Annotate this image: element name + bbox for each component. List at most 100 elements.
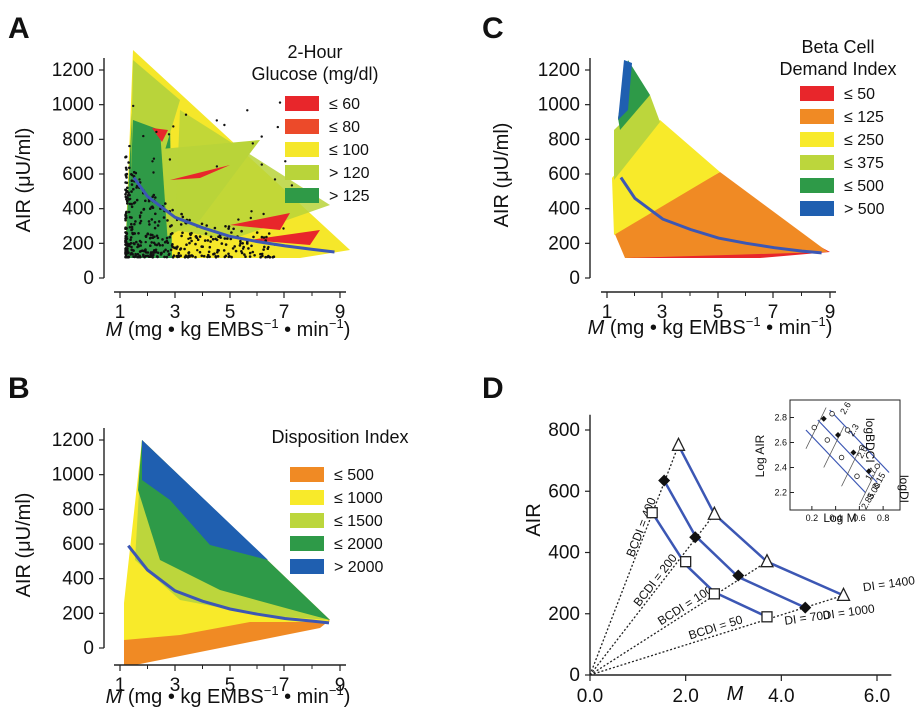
scatter-point <box>132 187 135 191</box>
scatter-point <box>149 244 152 247</box>
scatter-point <box>127 161 130 164</box>
x-tick-label: 5 <box>225 302 236 323</box>
scatter-point <box>194 242 197 246</box>
scatter-point <box>129 236 133 239</box>
panel-c: C 0 200 400 600 800 1000 1200 1 3 5 7 9 AIR (μU/ml)… <box>482 12 897 339</box>
scatter-point <box>137 232 140 235</box>
scatter-point <box>148 223 151 226</box>
panel-b: B 0 200 400 600 800 1000 1200 1 3 5 7 9 AIR (μU/ml)… <box>8 372 409 708</box>
legend-swatch <box>285 188 319 203</box>
panel-d-markers <box>646 436 851 623</box>
diamond-marker <box>658 474 671 487</box>
x-tick-label: 3 <box>170 675 181 696</box>
inset-frame <box>789 399 901 511</box>
inset-bcdi-line <box>823 426 845 468</box>
scatter-point <box>154 196 157 199</box>
panel-c-legend-title-1: Beta Cell <box>801 37 874 57</box>
scatter-point <box>229 237 233 241</box>
scatter-point <box>125 190 128 194</box>
scatter-point <box>134 220 137 223</box>
scatter-point <box>129 253 132 256</box>
scatter-point <box>124 217 127 220</box>
scatter-point <box>251 250 255 254</box>
scatter-point <box>130 222 133 226</box>
scatter-point <box>271 255 275 259</box>
scatter-point <box>124 249 127 253</box>
scatter-point <box>163 240 167 244</box>
scatter-point <box>252 235 255 239</box>
x-tick-label: 5 <box>225 675 236 696</box>
scatter-point <box>194 255 197 259</box>
scatter-point <box>152 253 155 257</box>
legend-label: ≤ 60 <box>329 96 360 113</box>
scatter-point <box>128 242 131 246</box>
scatter-point <box>162 250 166 253</box>
scatter-point <box>125 176 128 179</box>
scatter-point <box>162 216 166 219</box>
di-curve <box>651 512 768 618</box>
scatter-point <box>149 253 152 256</box>
legend-label: > 2000 <box>334 559 383 576</box>
scatter-point <box>130 173 133 176</box>
panel-a-ylabel: AIR (μU/ml) <box>13 128 35 233</box>
legend-label: ≤ 100 <box>329 142 369 159</box>
x-tick-label: 7 <box>279 302 290 323</box>
legend-label: ≤ 1000 <box>334 490 383 507</box>
scatter-point <box>139 255 142 259</box>
panel-b-axes: 0 200 400 600 800 1000 1200 1 3 5 7 9 <box>52 428 346 696</box>
scatter-point <box>202 254 206 258</box>
scatter-point <box>208 245 212 249</box>
di-label: DI = 1000 <box>822 601 876 622</box>
scatter-point <box>232 227 235 231</box>
legend-swatch <box>800 132 834 147</box>
scatter-point <box>207 250 211 254</box>
y-tick-label: 800 <box>548 420 580 441</box>
panel-d-axes: 0 200 400 600 800 0.0 2.0 4.0 6.0 <box>548 414 892 707</box>
scatter-point <box>215 165 219 168</box>
scatter-point <box>155 255 159 258</box>
scatter-point <box>216 248 219 252</box>
scatter-point <box>209 235 213 239</box>
x-tick-label: 1 <box>115 302 126 323</box>
panel-a-region-red-3 <box>230 213 290 230</box>
scatter-point <box>227 225 231 228</box>
scatter-point <box>231 247 235 250</box>
scatter-point <box>168 158 172 161</box>
scatter-point <box>198 235 202 238</box>
scatter-point <box>125 255 129 259</box>
scatter-point <box>124 188 127 192</box>
panel-b-ylabel: AIR (μU/ml) <box>13 493 35 598</box>
inset-y-tick-label: 2.4 <box>774 463 787 473</box>
scatter-point <box>128 226 132 229</box>
legend-swatch <box>800 109 834 124</box>
scatter-point <box>127 191 130 194</box>
inset-x-tick-label: 0.8 <box>877 513 890 523</box>
scatter-point <box>135 240 138 244</box>
scatter-point <box>250 244 253 248</box>
scatter-point <box>156 236 160 240</box>
scatter-point <box>234 249 238 253</box>
panel-a-scatter-points <box>124 101 294 259</box>
panel-c-axes: 0 200 400 600 800 1000 1200 1 3 5 7 9 <box>538 58 836 323</box>
scatter-point <box>139 211 143 214</box>
bcdi-label: BCDI = 200 <box>631 551 680 609</box>
scatter-point <box>159 253 163 256</box>
panel-a-legend: 2-Hour Glucose (mg/dl) ≤ 60 ≤ 80 ≤ 100 > 12… <box>251 42 378 205</box>
scatter-point <box>195 236 199 239</box>
scatter-point <box>130 179 134 182</box>
scatter-point <box>187 237 190 240</box>
inset-diamond-marker <box>835 432 841 438</box>
scatter-point <box>171 208 174 212</box>
scatter-point <box>131 231 134 235</box>
scatter-point <box>259 255 262 259</box>
y-tick-label: 200 <box>548 604 580 625</box>
scatter-point <box>125 168 128 171</box>
scatter-point <box>180 212 183 216</box>
scatter-point <box>284 160 287 163</box>
scatter-point <box>264 255 267 259</box>
scatter-point <box>130 245 133 249</box>
panel-letter-a: A <box>8 12 30 45</box>
legend-swatch <box>800 201 834 216</box>
scatter-point <box>213 226 217 230</box>
triangle-marker <box>707 505 722 520</box>
